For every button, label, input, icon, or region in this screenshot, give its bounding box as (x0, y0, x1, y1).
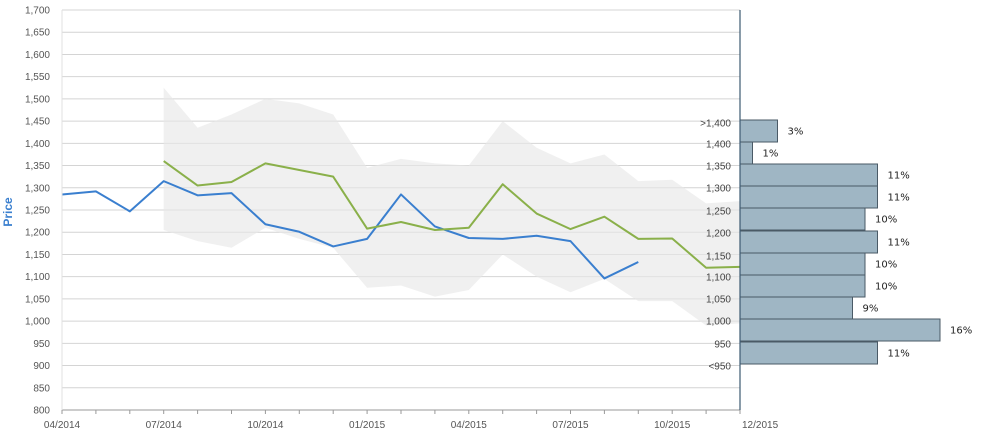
distribution-range-label: 1,200 (706, 229, 731, 240)
y-tick-label: 1,150 (25, 250, 50, 261)
y-tick-label: 1,000 (25, 317, 50, 328)
x-tick-label: 07/2014 (146, 420, 183, 431)
y-tick-label: 850 (33, 383, 50, 394)
tick-labels: 1,700 1,650 1,600 1,550 1,500 1,450 1,400 1,350… (25, 6, 972, 432)
y-tick-label: 950 (33, 339, 50, 350)
x-tick-label: 10/2015 (654, 420, 691, 431)
series-line (163, 160, 741, 269)
distribution-range-label: 1,100 (706, 273, 731, 284)
distribution-range-label: 1,350 (706, 162, 731, 173)
x-tick-label: 12/2015 (742, 420, 779, 431)
distribution-bar (739, 318, 941, 342)
forecast-band (163, 87, 740, 326)
distribution-percent-label: 3% (788, 127, 804, 138)
x-tick-label: 01/2015 (349, 420, 386, 431)
distribution-range-label: 1,300 (706, 184, 731, 195)
y-axis-label: Price (1, 197, 15, 227)
distribution-range-label: 1,400 (706, 140, 731, 151)
distribution-percent-label: 11% (888, 238, 910, 249)
distribution-range-label: <950 (708, 362, 731, 373)
distribution-range-label: 1,000 (706, 317, 731, 328)
y-tick-label: 1,550 (25, 72, 50, 83)
distribution-bar (739, 230, 878, 254)
y-tick-label: 1,350 (25, 161, 50, 172)
y-tick-label: 800 (33, 406, 50, 417)
series-lines (61, 160, 741, 280)
distribution-bar (739, 163, 878, 187)
distribution-bar (739, 252, 866, 276)
y-tick-label: 1,100 (25, 272, 50, 283)
distribution-percent-label: 10% (875, 260, 897, 271)
x-tick-label: 07/2015 (552, 420, 589, 431)
distribution-bar (739, 185, 878, 209)
forecast-range-band (163, 87, 740, 326)
series-line (61, 180, 639, 280)
distribution-bar (739, 341, 878, 365)
x-tick-label: 04/2015 (451, 420, 488, 431)
y-tick-label: 1,050 (25, 294, 50, 305)
distribution-range-label: 1,250 (706, 207, 731, 218)
distribution-percent-label: 11% (888, 193, 910, 204)
distribution-percent-label: 9% (863, 304, 879, 315)
distribution-bar (739, 141, 753, 165)
distribution-bars (739, 119, 941, 365)
y-tick-label: 1,300 (25, 183, 50, 194)
y-tick-label: 1,650 (25, 28, 50, 39)
y-tick-label: 1,250 (25, 206, 50, 217)
x-tick-label: 04/2014 (44, 420, 81, 431)
distribution-percent-label: 10% (875, 282, 897, 293)
y-tick-label: 1,500 (25, 94, 50, 105)
distribution-range-label: 1,150 (706, 252, 731, 263)
distribution-bar (739, 274, 866, 298)
y-tick-label: 1,450 (25, 117, 50, 128)
y-tick-label: 900 (33, 361, 50, 372)
distribution-percent-label: 10% (875, 215, 897, 226)
distribution-bar (739, 119, 778, 143)
distribution-percent-label: 16% (950, 326, 972, 337)
distribution-percent-label: 11% (888, 349, 910, 360)
x-tick-label: 10/2014 (247, 420, 284, 431)
distribution-percent-label: 11% (888, 171, 910, 182)
y-tick-label: 1,600 (25, 50, 50, 61)
distribution-range-label: 1,050 (706, 295, 731, 306)
y-tick-label: 1,400 (25, 139, 50, 150)
y-tick-label: 1,700 (25, 6, 50, 17)
y-tick-label: 1,200 (25, 228, 50, 239)
distribution-range-label: 950 (714, 340, 731, 351)
distribution-bar (739, 207, 866, 231)
distribution-bar (739, 296, 853, 320)
axes (61, 10, 741, 414)
distribution-range-label: >1,400 (700, 119, 731, 130)
distribution-percent-label: 1% (763, 149, 779, 160)
